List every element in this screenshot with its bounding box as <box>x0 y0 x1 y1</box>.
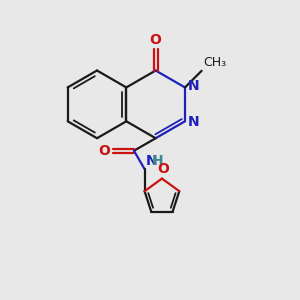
Text: N: N <box>187 79 199 93</box>
Text: O: O <box>150 33 162 47</box>
Text: O: O <box>157 162 169 176</box>
Text: O: O <box>98 144 110 158</box>
Text: H: H <box>152 154 163 168</box>
Text: N: N <box>146 154 158 168</box>
Text: N: N <box>187 116 199 130</box>
Text: CH₃: CH₃ <box>203 56 226 69</box>
